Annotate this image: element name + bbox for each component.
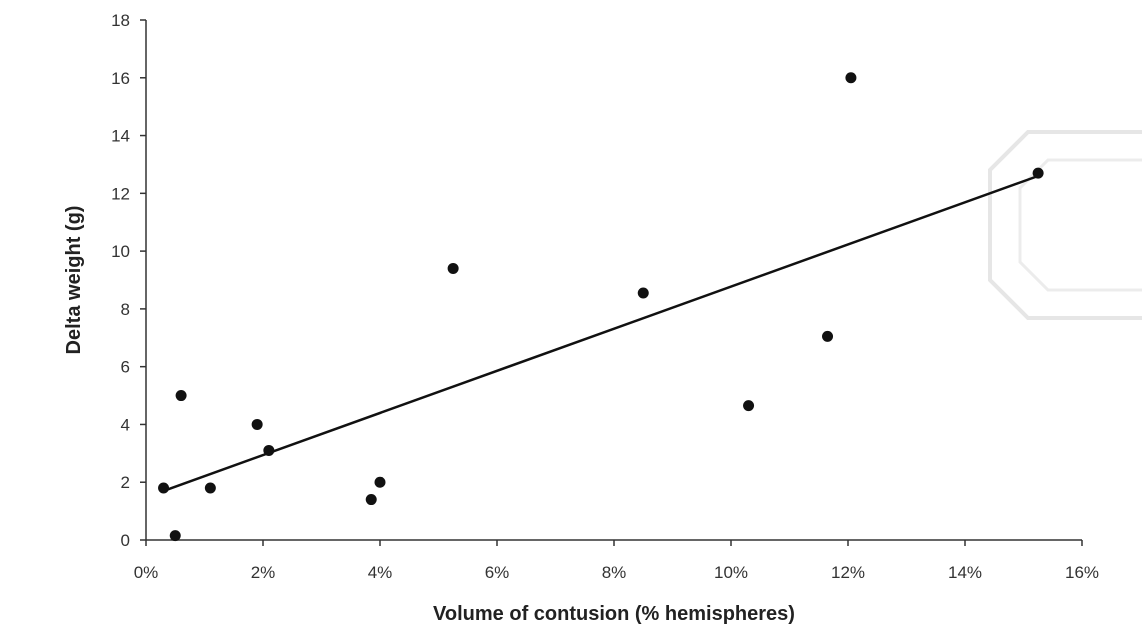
data-point (251, 418, 263, 430)
x-tick-label: 4% (368, 563, 393, 582)
axes (145, 20, 1082, 541)
x-tick-label: 14% (948, 563, 982, 582)
y-tick-label: 0 (121, 531, 130, 550)
x-tick-label: 2% (251, 563, 276, 582)
x-axis-title: Volume of contusion (% hemispheres) (433, 603, 795, 625)
data-point (175, 390, 187, 402)
y-tick-label: 18 (111, 11, 130, 30)
x-tick-label: 0% (134, 563, 159, 582)
data-point (845, 72, 857, 84)
data-point (169, 530, 181, 542)
data-point (447, 262, 459, 274)
y-tick-label: 2 (121, 473, 130, 492)
data-point (204, 482, 216, 494)
data-point (263, 444, 275, 456)
data-point (637, 287, 649, 299)
data-point (374, 476, 386, 488)
y-tick-label: 8 (121, 300, 130, 319)
y-axis-title: Delta weight (g) (63, 206, 85, 355)
trendline (163, 174, 1039, 493)
y-tick-label: 6 (121, 358, 130, 377)
data-points (158, 72, 1044, 542)
x-tick-label: 10% (714, 563, 748, 582)
data-point (365, 494, 377, 506)
x-axis-ticks: 0% 2% 4% 6% 8% 10% 12% 14% 16% (134, 540, 1099, 582)
data-point (822, 330, 834, 342)
x-tick-label: 12% (831, 563, 865, 582)
x-tick-label: 6% (485, 563, 510, 582)
y-tick-label: 10 (111, 242, 130, 261)
y-tick-label: 16 (111, 69, 130, 88)
y-tick-label: 14 (111, 127, 130, 146)
data-point (158, 482, 170, 494)
x-tick-label: 16% (1065, 563, 1099, 582)
x-tick-label: 8% (602, 563, 627, 582)
trendline-layer (163, 174, 1039, 493)
data-point (743, 400, 755, 412)
y-axis-ticks: 0 2 4 6 8 10 12 14 16 18 (111, 11, 146, 550)
data-point (1032, 167, 1044, 179)
y-tick-label: 4 (121, 415, 130, 434)
y-tick-label: 12 (111, 184, 130, 203)
